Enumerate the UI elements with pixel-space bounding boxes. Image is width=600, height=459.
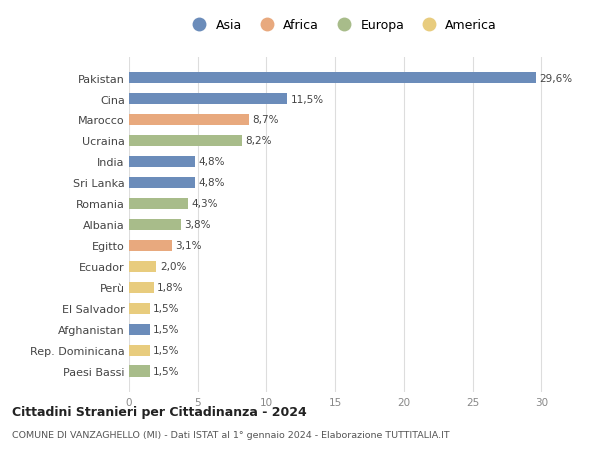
Text: 4,8%: 4,8% bbox=[199, 178, 225, 188]
Text: 1,5%: 1,5% bbox=[153, 304, 179, 313]
Bar bbox=[129, 324, 149, 336]
Text: 2,0%: 2,0% bbox=[160, 262, 186, 272]
Text: 1,8%: 1,8% bbox=[157, 283, 184, 293]
Text: 1,5%: 1,5% bbox=[153, 366, 179, 376]
Text: Cittadini Stranieri per Cittadinanza - 2024: Cittadini Stranieri per Cittadinanza - 2… bbox=[12, 405, 307, 419]
Text: 1,5%: 1,5% bbox=[153, 346, 179, 356]
Bar bbox=[129, 73, 536, 84]
Bar bbox=[129, 135, 242, 147]
Text: 8,7%: 8,7% bbox=[252, 115, 278, 125]
Text: 4,3%: 4,3% bbox=[191, 199, 218, 209]
Bar bbox=[129, 366, 149, 377]
Bar bbox=[129, 94, 287, 105]
Text: 11,5%: 11,5% bbox=[290, 94, 323, 104]
Bar bbox=[129, 219, 181, 231]
Bar bbox=[129, 114, 248, 126]
Text: 3,8%: 3,8% bbox=[185, 220, 211, 230]
Text: 29,6%: 29,6% bbox=[539, 73, 572, 84]
Bar bbox=[129, 198, 188, 210]
Bar bbox=[129, 177, 195, 189]
Bar bbox=[129, 303, 149, 314]
Text: 1,5%: 1,5% bbox=[153, 325, 179, 335]
Bar bbox=[129, 157, 195, 168]
Legend: Asia, Africa, Europa, America: Asia, Africa, Europa, America bbox=[184, 17, 500, 35]
Bar bbox=[129, 261, 157, 273]
Text: 4,8%: 4,8% bbox=[199, 157, 225, 167]
Text: 8,2%: 8,2% bbox=[245, 136, 272, 146]
Text: COMUNE DI VANZAGHELLO (MI) - Dati ISTAT al 1° gennaio 2024 - Elaborazione TUTTIT: COMUNE DI VANZAGHELLO (MI) - Dati ISTAT … bbox=[12, 430, 449, 439]
Bar bbox=[129, 282, 154, 293]
Text: 3,1%: 3,1% bbox=[175, 241, 202, 251]
Bar bbox=[129, 240, 172, 252]
Bar bbox=[129, 345, 149, 356]
